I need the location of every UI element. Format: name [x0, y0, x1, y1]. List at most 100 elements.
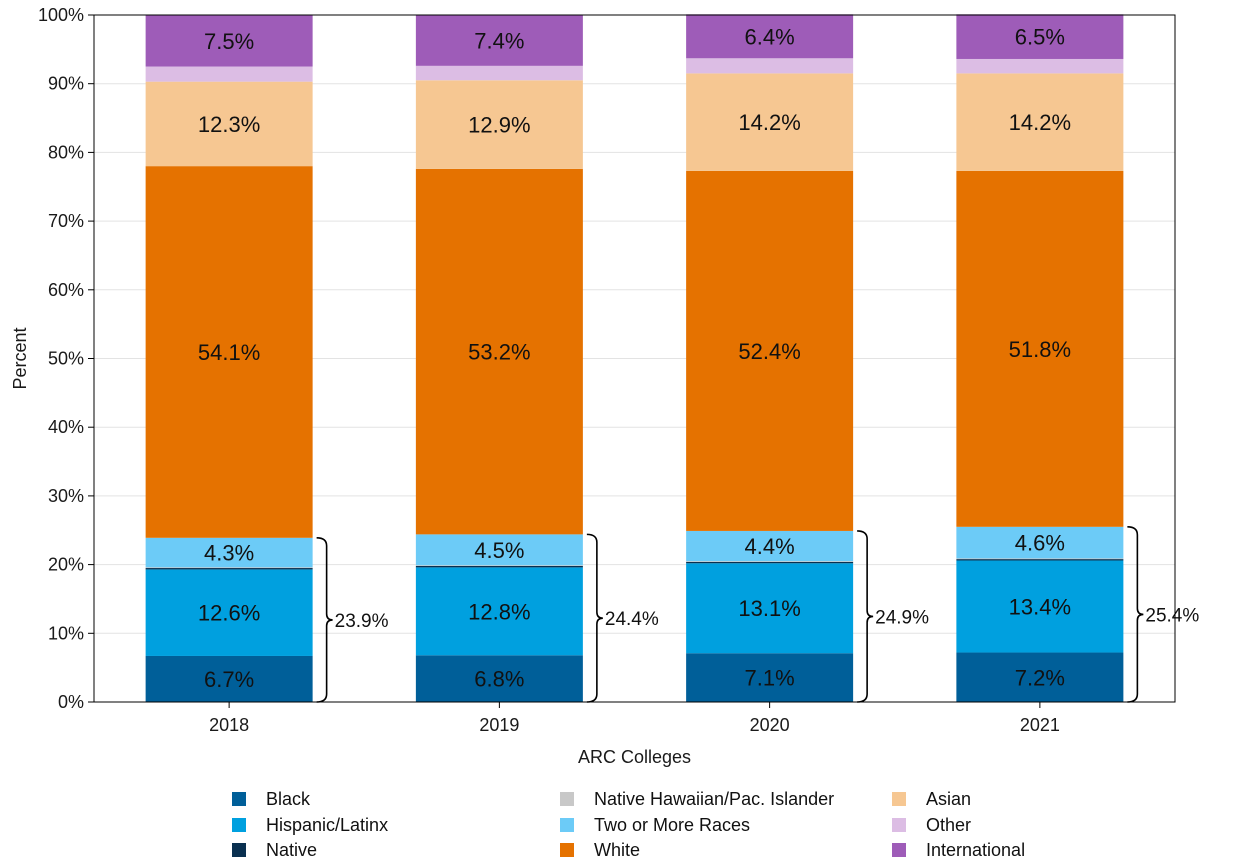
data-label: 51.8% — [1009, 337, 1071, 362]
legend-swatch — [232, 818, 246, 832]
x-tick-label: 2019 — [479, 715, 519, 735]
bracket — [857, 530, 874, 703]
bar-segment — [415, 565, 583, 566]
legend-swatch — [232, 792, 246, 806]
legend-label: Two or More Races — [594, 815, 750, 835]
bar-segment — [956, 526, 1124, 559]
legend-swatch — [232, 843, 246, 857]
legend-label: Native — [266, 840, 317, 860]
legend-swatch — [892, 792, 906, 806]
data-label: 13.4% — [1009, 595, 1071, 620]
bracket — [1127, 526, 1144, 703]
data-label: 6.4% — [745, 24, 795, 49]
y-tick-label: 10% — [48, 623, 84, 643]
bar-segment — [145, 81, 313, 167]
legend-label: Asian — [926, 789, 971, 809]
bracket-label: 24.9% — [875, 607, 929, 628]
bar-segment — [415, 65, 583, 81]
bar-segment — [686, 58, 854, 74]
bar-segment — [415, 655, 583, 702]
bracket-label: 24.4% — [605, 609, 659, 630]
bar-segment — [686, 530, 854, 562]
legend-swatch — [892, 818, 906, 832]
bracket-label: 23.9% — [335, 611, 389, 632]
bar-segment — [145, 568, 313, 570]
x-tick-label: 2018 — [209, 715, 249, 735]
data-label: 12.3% — [198, 112, 260, 137]
legend-swatch — [892, 843, 906, 857]
data-label: 6.8% — [474, 667, 524, 692]
data-label: 4.3% — [204, 541, 254, 566]
legend-label: White — [594, 840, 640, 860]
bar-segment — [415, 534, 583, 566]
y-tick-label: 60% — [48, 280, 84, 300]
y-tick-label: 30% — [48, 486, 84, 506]
y-tick-label: 50% — [48, 349, 84, 369]
bar-segment — [956, 73, 1124, 171]
segment-labels: 6.7% 12.6% 4.3% 54.1% 12.3% 7.5% 6.8% 12.8% 4.5%… — [198, 24, 1071, 692]
bar-segment — [415, 567, 583, 656]
bar-segment — [415, 80, 583, 169]
data-label: 12.8% — [468, 599, 530, 624]
bar-segment — [956, 170, 1124, 527]
data-label: 54.1% — [198, 340, 260, 365]
y-axis-label: Percent — [10, 327, 30, 389]
y-tick-label: 90% — [48, 74, 84, 94]
y-tick-label: 0% — [58, 692, 84, 712]
data-label: 12.6% — [198, 601, 260, 626]
legend: Black Hispanic/Latinx Native Native Hawaiia… — [232, 789, 1025, 860]
bar-segment — [956, 559, 1124, 561]
legend-label: Black — [266, 789, 311, 809]
y-tick-label: 80% — [48, 142, 84, 162]
bar-segment — [686, 73, 854, 171]
bars — [145, 14, 1124, 702]
legend-swatch — [560, 843, 574, 857]
bar-segment — [956, 652, 1124, 702]
data-label: 4.5% — [474, 538, 524, 563]
bar-segment — [145, 569, 313, 656]
x-tick-label: 2021 — [1020, 715, 1060, 735]
bar-segment — [686, 563, 854, 654]
y-axis-ticks: 0% 10% 20% 30% 40% 50% 60% 70% 80% 90% 100% — [38, 5, 94, 712]
legend-label: Hispanic/Latinx — [266, 815, 388, 835]
legend-label: Native Hawaiian/Pac. Islander — [594, 789, 834, 809]
brackets: 23.9% 24.4% 24.9% 25.4% — [316, 526, 1199, 703]
bar-segment — [145, 15, 313, 67]
x-tick-label: 2020 — [750, 715, 790, 735]
data-label: 53.2% — [468, 340, 530, 365]
bar-segment — [145, 567, 313, 569]
bar-segment — [956, 558, 1124, 560]
legend-label: International — [926, 840, 1025, 860]
legend-swatch — [560, 818, 574, 832]
bar-segment — [686, 561, 854, 562]
bar-segment — [415, 15, 583, 66]
data-label: 52.4% — [738, 339, 800, 364]
legend-swatch — [560, 792, 574, 806]
data-label: 7.4% — [474, 28, 524, 53]
bar-segment — [415, 565, 583, 568]
y-tick-label: 70% — [48, 211, 84, 231]
data-label: 14.2% — [1009, 110, 1071, 135]
bracket-label: 25.4% — [1145, 605, 1199, 626]
data-label: 7.2% — [1015, 665, 1065, 690]
bar-segment — [415, 168, 583, 535]
bar-segment — [956, 58, 1124, 74]
bar-segment — [956, 560, 1124, 653]
data-label: 7.5% — [204, 29, 254, 54]
bracket — [316, 537, 333, 703]
data-label: 4.6% — [1015, 531, 1065, 556]
data-label: 12.9% — [468, 113, 530, 138]
bar-segment — [145, 166, 313, 538]
bar-segment — [145, 537, 313, 568]
data-label: 13.1% — [738, 596, 800, 621]
bar-segment — [686, 170, 854, 531]
data-label: 7.1% — [745, 666, 795, 691]
data-label: 6.5% — [1015, 25, 1065, 50]
x-axis-label: ARC Colleges — [578, 747, 691, 767]
y-tick-label: 40% — [48, 417, 84, 437]
y-tick-label: 20% — [48, 555, 84, 575]
bar-segment — [686, 653, 854, 702]
data-label: 4.4% — [745, 534, 795, 559]
x-axis-ticks: 2018 2019 2020 2021 — [209, 702, 1060, 735]
